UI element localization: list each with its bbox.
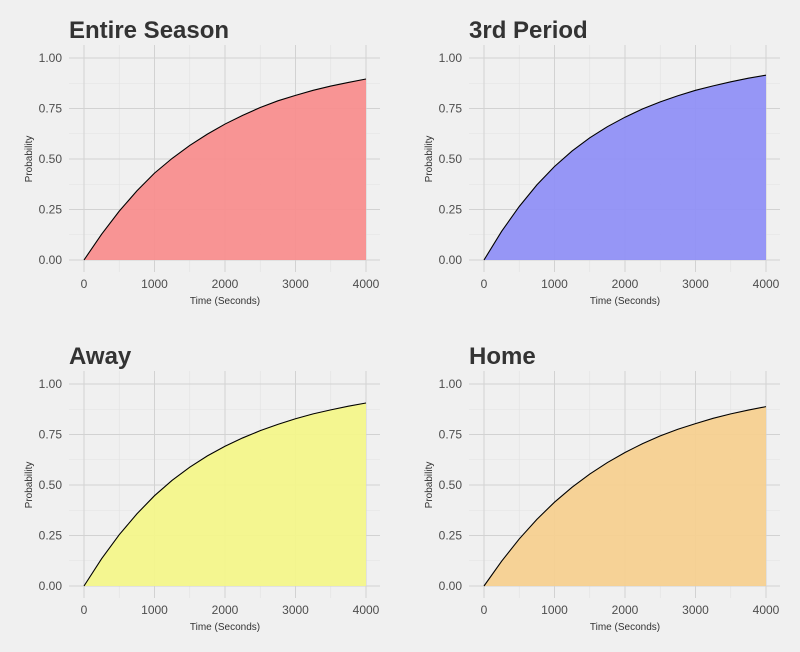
probability-curve	[483, 74, 767, 261]
chart-title: Away	[69, 343, 132, 370]
chart-panel-3rd-period: 3rd Period 0.00 0.25 0.50 0.75 1.00 0 1000 200…	[400, 0, 800, 326]
chart-svg: Entire Season 0.00 0.25 0.50 0.75 1.00 0 1000…	[24, 17, 380, 307]
chart-title: Home	[469, 343, 536, 370]
x-axis-label: Time (Seconds)	[590, 622, 660, 633]
probability-area	[84, 79, 366, 260]
x-tick-label: 3000	[282, 277, 309, 291]
x-tick-label: 4000	[753, 603, 780, 617]
probability-curve	[83, 78, 367, 261]
y-axis-label: Probability	[24, 462, 35, 509]
y-tick-label: 0.50	[39, 478, 63, 492]
y-tick-label: 0.50	[439, 478, 463, 492]
x-tick-label: 1000	[541, 277, 568, 291]
y-tick-label: 0.25	[39, 529, 63, 543]
x-tick-label: 0	[81, 277, 88, 291]
probability-area	[484, 406, 766, 586]
y-tick-label: 0.25	[439, 529, 463, 543]
chart-svg: Home 0.00 0.25 0.50 0.75 1.00 0 1000 2000 3000 4…	[424, 343, 780, 633]
chart-svg: Away 0.00 0.25 0.50 0.75 1.00 0 1000 2000 3000 4…	[24, 343, 380, 633]
probability-area	[84, 402, 366, 586]
y-tick-label: 0.50	[439, 152, 463, 166]
y-tick-label: 0.00	[39, 579, 63, 593]
chart-panel-away: Away 0.00 0.25 0.50 0.75 1.00 0 1000 2000 3000 4…	[0, 326, 400, 652]
x-axis-label: Time (Seconds)	[190, 622, 260, 633]
y-axis-label: Probability	[24, 136, 35, 183]
chart-svg: 3rd Period 0.00 0.25 0.50 0.75 1.00 0 1000 200…	[424, 17, 780, 307]
y-tick-label: 0.75	[39, 102, 63, 116]
y-axis-ticks: 0.00 0.25 0.50 0.75 1.00	[39, 377, 63, 593]
x-tick-label: 4000	[753, 277, 780, 291]
y-tick-label: 1.00	[39, 377, 63, 391]
x-axis-label: Time (Seconds)	[590, 296, 660, 307]
y-axis-ticks: 0.00 0.25 0.50 0.75 1.00	[39, 51, 63, 267]
y-tick-label: 0.25	[39, 203, 63, 217]
x-tick-label: 3000	[682, 277, 709, 291]
y-tick-label: 0.00	[39, 253, 63, 267]
x-tick-label: 0	[481, 277, 488, 291]
x-tick-label: 2000	[212, 277, 239, 291]
x-tick-label: 2000	[612, 277, 639, 291]
y-tick-label: 0.75	[39, 428, 63, 442]
x-axis-ticks: 0 1000 2000 3000 4000	[481, 603, 780, 617]
x-axis-label: Time (Seconds)	[190, 296, 260, 307]
x-tick-label: 3000	[682, 603, 709, 617]
x-tick-label: 2000	[612, 603, 639, 617]
y-tick-label: 0.50	[39, 152, 63, 166]
y-tick-label: 1.00	[439, 377, 463, 391]
chart-panel-home: Home 0.00 0.25 0.50 0.75 1.00 0 1000 2000 3000 4…	[400, 326, 800, 652]
chart-panel-entire-season: Entire Season 0.00 0.25 0.50 0.75 1.00 0 1000…	[0, 0, 400, 326]
x-tick-label: 1000	[541, 603, 568, 617]
x-axis-ticks: 0 1000 2000 3000 4000	[81, 277, 380, 291]
x-tick-label: 3000	[282, 603, 309, 617]
chart-title: 3rd Period	[469, 17, 588, 44]
y-axis-ticks: 0.00 0.25 0.50 0.75 1.00	[439, 377, 463, 593]
x-axis-ticks: 0 1000 2000 3000 4000	[481, 277, 780, 291]
x-tick-label: 4000	[353, 603, 380, 617]
y-axis-ticks: 0.00 0.25 0.50 0.75 1.00	[439, 51, 463, 267]
x-tick-label: 1000	[141, 277, 168, 291]
y-tick-label: 0.25	[439, 203, 463, 217]
x-tick-label: 1000	[141, 603, 168, 617]
probability-curve	[83, 402, 367, 587]
probability-area	[484, 75, 766, 260]
y-tick-label: 0.00	[439, 579, 463, 593]
y-tick-label: 0.75	[439, 428, 463, 442]
probability-curve	[483, 406, 767, 587]
x-tick-label: 0	[481, 603, 488, 617]
y-axis-label: Probability	[424, 462, 435, 509]
y-axis-label: Probability	[424, 136, 435, 183]
y-tick-label: 0.75	[439, 102, 463, 116]
x-tick-label: 0	[81, 603, 88, 617]
y-tick-label: 0.00	[439, 253, 463, 267]
y-tick-label: 1.00	[439, 51, 463, 65]
y-tick-label: 1.00	[39, 51, 63, 65]
x-axis-ticks: 0 1000 2000 3000 4000	[81, 603, 380, 617]
x-tick-label: 4000	[353, 277, 380, 291]
x-tick-label: 2000	[212, 603, 239, 617]
chart-title: Entire Season	[69, 17, 229, 44]
